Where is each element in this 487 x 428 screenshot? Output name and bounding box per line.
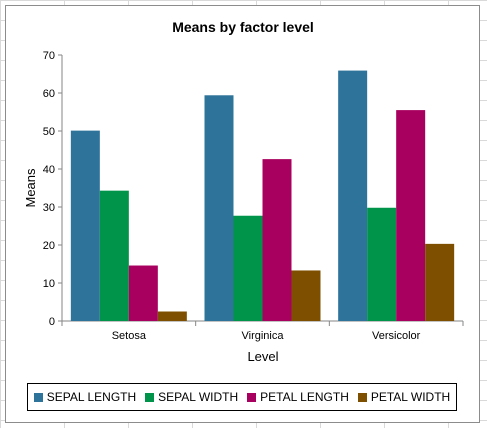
y-tick-label: 10 <box>43 278 55 290</box>
y-tick-label: 0 <box>49 316 55 328</box>
x-tick-label: Versicolor <box>372 330 421 342</box>
legend-swatch <box>145 392 155 402</box>
bar-petal-length-setosa <box>128 265 158 321</box>
legend-item: SEPAL LENGTH <box>33 390 137 404</box>
y-tick-label: 30 <box>43 202 55 214</box>
chart-title: Means by factor level <box>172 19 314 35</box>
y-tick-label: 70 <box>43 50 55 62</box>
bar-petal-length-versicolor <box>396 110 426 321</box>
plot-area: 0 10 20 30 40 50 60 70 Setosa Virginica Versicolor <box>43 50 464 342</box>
bar-sepal-length-setosa <box>70 130 100 321</box>
legend-swatch <box>357 392 367 402</box>
legend-label: SEPAL LENGTH <box>46 390 137 404</box>
legend[interactable]: SEPAL LENGTH SEPAL WIDTH PETAL LENGTH PETAL… <box>27 383 457 411</box>
x-tick-label: Virginica <box>242 330 285 342</box>
bar-petal-width-setosa <box>157 311 187 321</box>
legend-label: PETAL WIDTH <box>370 390 451 404</box>
bar-sepal-width-versicolor <box>367 207 397 321</box>
legend-item: PETAL LENGTH <box>247 390 349 404</box>
y-tick-label: 20 <box>43 240 55 252</box>
bar-sepal-width-virginica <box>233 215 263 321</box>
x-tick-label: Setosa <box>112 330 147 342</box>
y-tick-label: 60 <box>43 88 55 100</box>
legend-item: SEPAL WIDTH <box>145 390 238 404</box>
bar-petal-width-versicolor <box>425 243 455 321</box>
bar-sepal-length-versicolor <box>338 70 368 321</box>
bar-sepal-width-setosa <box>99 190 129 321</box>
legend-item: PETAL WIDTH <box>357 390 451 404</box>
y-tick-label: 40 <box>43 164 55 176</box>
bar-petal-width-virginica <box>291 270 321 321</box>
legend-label: SEPAL WIDTH <box>158 390 239 404</box>
legend-label: PETAL LENGTH <box>260 390 349 404</box>
legend-swatch <box>247 392 257 402</box>
legend-swatch <box>33 392 43 402</box>
y-tick-label: 50 <box>43 126 55 138</box>
bar-petal-length-virginica <box>262 159 292 321</box>
bar-sepal-length-virginica <box>204 95 234 321</box>
x-axis-label: Level <box>247 349 278 364</box>
y-axis-label: Means <box>23 168 38 208</box>
